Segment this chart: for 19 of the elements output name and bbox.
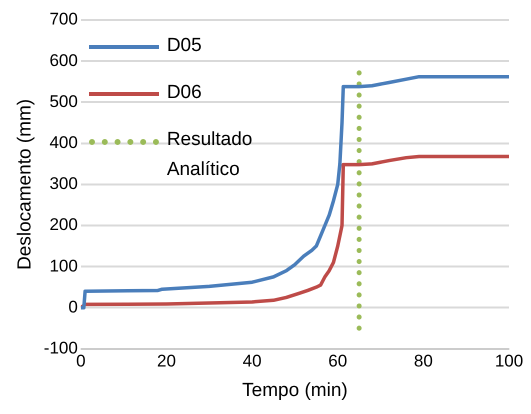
x-tick-label: 80 — [414, 352, 433, 371]
y-tick-label: 200 — [49, 215, 78, 234]
y-tick-label: 0 — [68, 297, 78, 316]
y-tick-label: 400 — [49, 132, 78, 152]
x-tick-label: 40 — [242, 352, 262, 371]
x-tick-label: 100 — [494, 352, 524, 371]
y-tick-label: 600 — [49, 50, 78, 70]
legend-label: Resultado Analítico — [166, 128, 254, 182]
legend-label: D06 — [166, 81, 202, 105]
y-tick-label: 100 — [49, 256, 78, 276]
y-tick-label: -100 — [44, 338, 78, 358]
x-tick-label: 60 — [328, 352, 348, 371]
y-tick-label: 300 — [49, 174, 78, 194]
y-tick-label: 700 — [49, 10, 78, 29]
x-axis-title: Tempo (min) — [242, 380, 348, 401]
x-tick-label: 20 — [157, 352, 176, 371]
y-axis-title: Deslocamento (mm) — [14, 98, 36, 270]
y-tick-label: 500 — [49, 92, 78, 111]
legend-label: D05 — [166, 34, 202, 58]
